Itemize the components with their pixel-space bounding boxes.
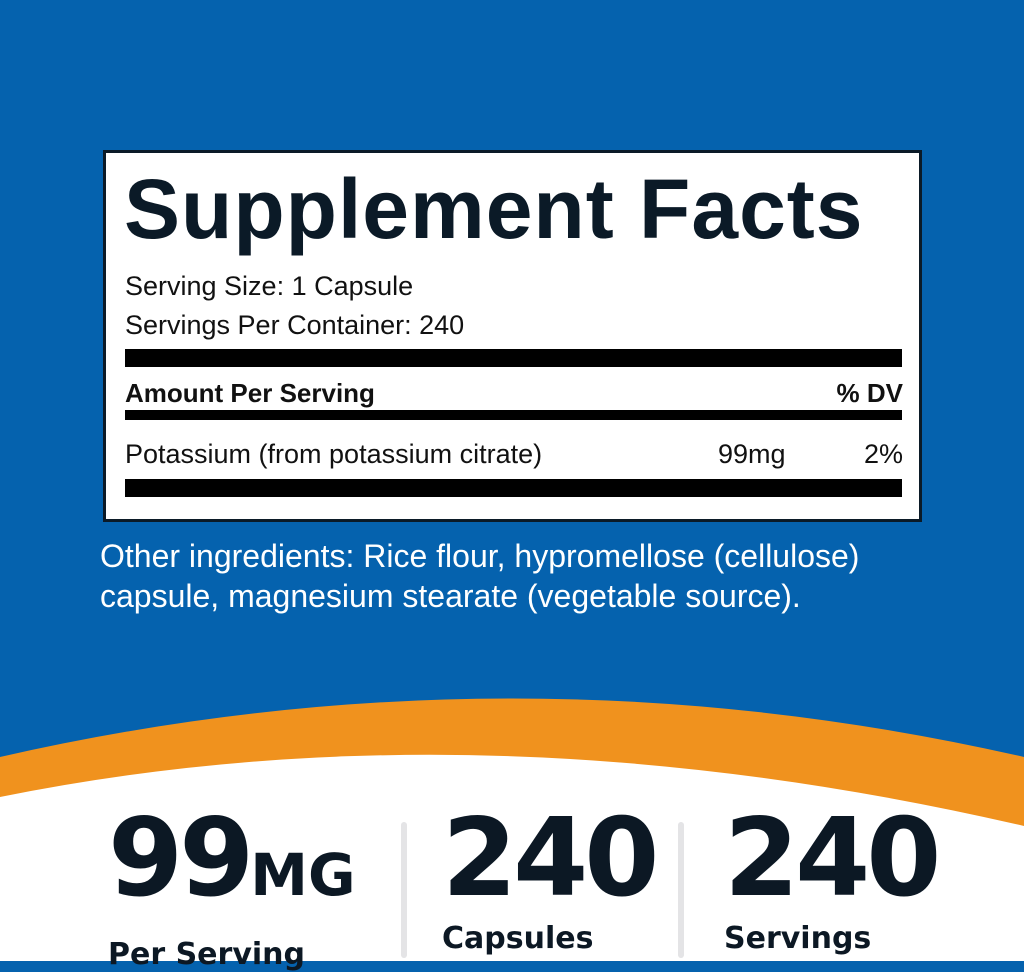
stat-value: 99 [108, 796, 254, 921]
servings-per-container: Servings Per Container: 240 [125, 310, 465, 340]
white-wave [0, 754, 1024, 961]
stat-label: Per Serving [108, 937, 305, 972]
stat-label: Capsules [442, 921, 594, 956]
thick-divider [125, 479, 902, 497]
nutrient-dv: 2% [863, 439, 903, 469]
stat-value: 240 [442, 796, 659, 921]
other-ingredients: Other ingredients: Rice flour, hypromell… [100, 538, 860, 614]
divider [125, 410, 902, 420]
nutrient-amount: 99mg [718, 439, 786, 469]
stat-value: 240 [724, 796, 941, 921]
supplement-facts-panel: Supplement Facts Serving Size: 1 Capsule… [103, 150, 922, 522]
stat-servings: 240 Servings [724, 805, 941, 957]
dv-header: % DV [836, 378, 903, 408]
stat-label: Servings [724, 921, 872, 956]
stat-divider [678, 822, 684, 958]
nutrient-name: Potassium (from potassium citrate) [125, 439, 543, 469]
facts-title: Supplement Facts [124, 162, 864, 256]
amount-per-serving-header: Amount Per Serving [125, 378, 375, 408]
stat-divider [401, 822, 407, 958]
stat-per-serving: 99MG Per Serving [108, 805, 356, 972]
stat-capsules: 240 Capsules [442, 805, 659, 957]
serving-size: Serving Size: 1 Capsule [125, 271, 414, 301]
stat-unit: MG [250, 841, 356, 909]
thick-divider [125, 349, 902, 367]
